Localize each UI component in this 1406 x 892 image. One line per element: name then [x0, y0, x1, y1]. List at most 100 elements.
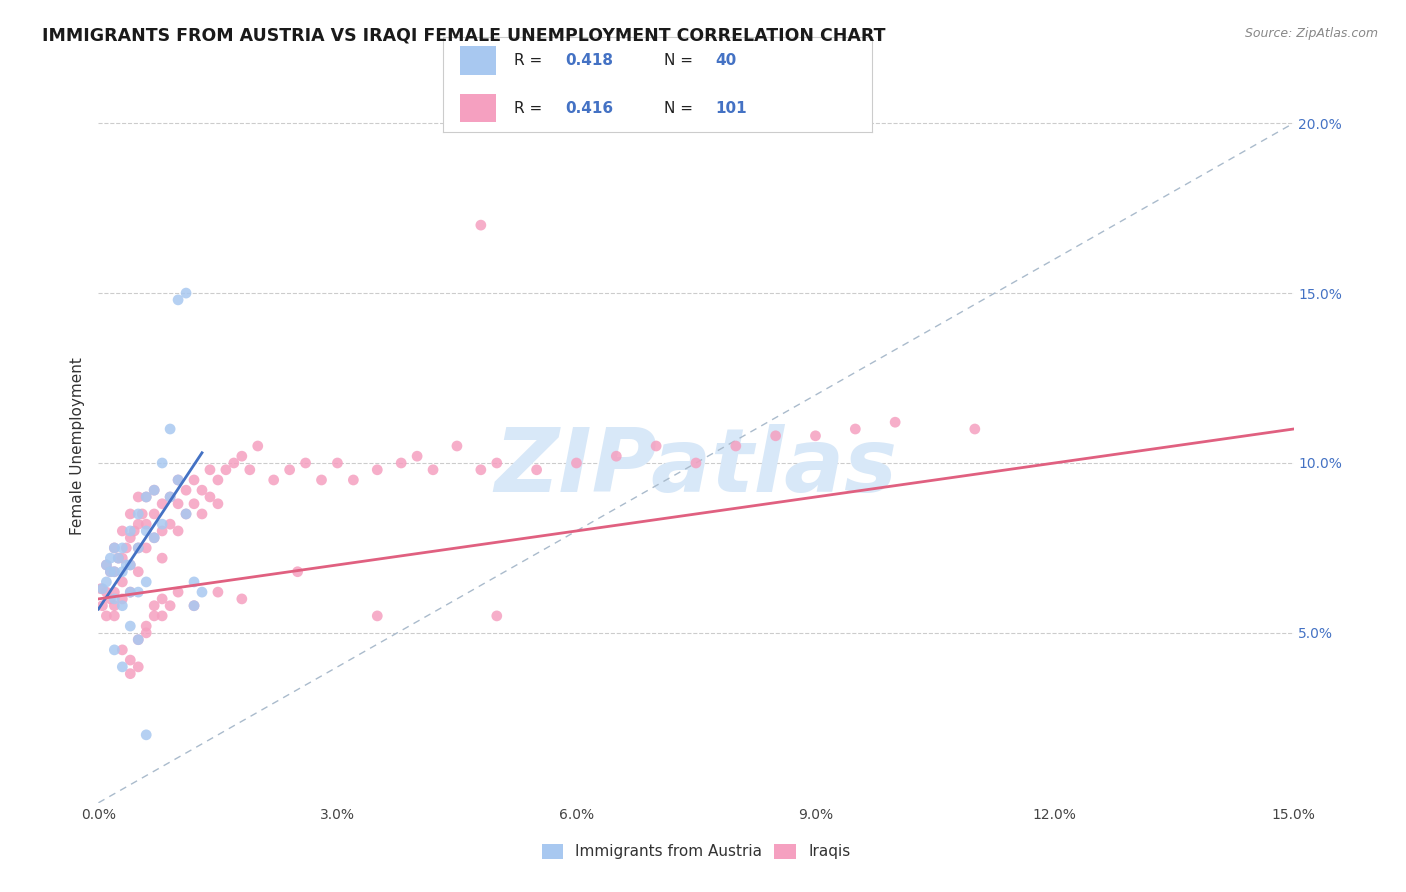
Point	[127, 517, 149, 532]
Point	[120, 558, 142, 572]
Point	[107, 551, 129, 566]
Text: 0.418: 0.418	[565, 53, 613, 68]
Point	[342, 473, 364, 487]
Point	[98, 591, 122, 606]
Point	[685, 456, 707, 470]
Point	[366, 463, 388, 477]
Point	[191, 483, 214, 498]
Point	[98, 565, 122, 579]
Point	[174, 507, 197, 521]
Point	[127, 541, 149, 555]
Point	[96, 585, 118, 599]
Point	[278, 463, 301, 477]
Point	[124, 524, 146, 538]
Point	[222, 456, 245, 470]
Point	[111, 541, 134, 555]
Point	[326, 456, 349, 470]
Point	[120, 507, 142, 521]
Text: R =: R =	[513, 101, 547, 116]
Point	[215, 463, 238, 477]
Point	[724, 439, 747, 453]
Point	[135, 619, 157, 633]
Point	[174, 286, 197, 301]
Point	[366, 608, 388, 623]
Point	[183, 497, 205, 511]
Point	[96, 608, 118, 623]
Point	[135, 524, 157, 538]
Point	[143, 599, 166, 613]
Point	[485, 608, 508, 623]
Point	[174, 507, 197, 521]
Point	[143, 483, 166, 498]
Point	[103, 585, 125, 599]
Point	[135, 626, 157, 640]
Point	[120, 531, 142, 545]
Text: 101: 101	[716, 101, 747, 116]
Point	[120, 585, 142, 599]
Point	[120, 585, 142, 599]
Point	[174, 483, 197, 498]
Point	[103, 541, 125, 555]
Point	[605, 449, 627, 463]
Point	[167, 293, 190, 307]
Point	[844, 422, 866, 436]
Point	[231, 449, 253, 463]
Legend: Immigrants from Austria, Iraqis: Immigrants from Austria, Iraqis	[541, 844, 851, 859]
Point	[135, 517, 157, 532]
Point	[470, 218, 492, 232]
FancyBboxPatch shape	[460, 94, 496, 122]
Point	[127, 490, 149, 504]
Point	[127, 541, 149, 555]
Point	[143, 483, 166, 498]
Point	[111, 524, 134, 538]
Point	[287, 565, 309, 579]
Point	[150, 608, 173, 623]
Point	[107, 551, 129, 566]
Point	[191, 507, 214, 521]
Point	[111, 643, 134, 657]
Point	[135, 728, 157, 742]
Point	[103, 565, 125, 579]
Point	[143, 507, 166, 521]
Point	[150, 551, 173, 566]
Point	[246, 439, 269, 453]
FancyBboxPatch shape	[460, 46, 496, 75]
Point	[198, 490, 221, 504]
Point	[96, 574, 118, 589]
Point	[91, 599, 114, 613]
Point	[422, 463, 444, 477]
Point	[159, 490, 181, 504]
Point	[207, 585, 229, 599]
Text: Source: ZipAtlas.com: Source: ZipAtlas.com	[1244, 27, 1378, 40]
Point	[127, 585, 149, 599]
Point	[294, 456, 316, 470]
Point	[150, 456, 173, 470]
Point	[98, 551, 122, 566]
Text: ZIPatlas: ZIPatlas	[495, 424, 897, 511]
Point	[135, 490, 157, 504]
Text: N =: N =	[664, 101, 697, 116]
Point	[470, 463, 492, 477]
Point	[389, 456, 412, 470]
Point	[191, 585, 214, 599]
Text: R =: R =	[513, 53, 547, 68]
Text: 40: 40	[716, 53, 737, 68]
Point	[311, 473, 333, 487]
Point	[103, 591, 125, 606]
Point	[111, 551, 134, 566]
Point	[159, 422, 181, 436]
Point	[111, 660, 134, 674]
Point	[103, 599, 125, 613]
Point	[207, 497, 229, 511]
Point	[183, 599, 205, 613]
Point	[406, 449, 429, 463]
Point	[98, 565, 122, 579]
Point	[239, 463, 262, 477]
Point	[120, 524, 142, 538]
Text: N =: N =	[664, 53, 697, 68]
Point	[91, 582, 114, 596]
Point	[485, 456, 508, 470]
Point	[167, 524, 190, 538]
Y-axis label: Female Unemployment: Female Unemployment	[70, 357, 86, 535]
Point	[103, 608, 125, 623]
